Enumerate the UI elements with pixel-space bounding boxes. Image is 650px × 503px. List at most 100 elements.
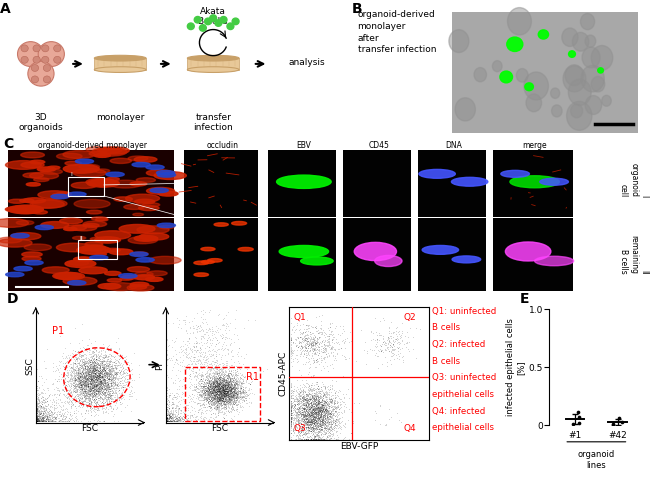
Point (218, 381, 228, 389)
Point (210, 395, 220, 403)
Point (294, 431, 304, 439)
Point (300, 340, 310, 348)
Point (209, 399, 219, 407)
Point (211, 374, 222, 382)
Point (90, 359, 101, 367)
Point (92, 372, 103, 380)
Point (233, 392, 244, 400)
Point (211, 391, 222, 399)
Point (47, 417, 57, 426)
Point (227, 379, 237, 387)
Point (85, 360, 96, 368)
Point (48, 380, 58, 388)
Point (218, 408, 229, 416)
Circle shape (95, 231, 131, 239)
Point (92, 387, 102, 395)
Point (101, 365, 112, 373)
Point (105, 391, 115, 399)
Point (107, 384, 118, 392)
Point (99, 394, 110, 402)
Point (178, 346, 188, 354)
Point (316, 403, 326, 411)
Point (214, 388, 224, 396)
Point (75, 386, 85, 394)
Point (219, 387, 229, 395)
Point (48, 412, 58, 420)
Point (85, 387, 96, 395)
Point (309, 405, 319, 413)
Point (214, 390, 224, 398)
Point (220, 380, 231, 388)
Point (211, 399, 222, 407)
Point (218, 390, 228, 398)
Point (205, 388, 215, 396)
Point (81, 372, 91, 380)
Point (78, 383, 88, 391)
Point (311, 339, 321, 347)
Point (120, 372, 130, 380)
Point (322, 418, 333, 426)
Point (222, 378, 233, 386)
Point (73, 359, 84, 367)
Point (318, 421, 328, 429)
Point (204, 386, 214, 394)
Point (385, 339, 396, 347)
Point (335, 344, 346, 352)
Point (298, 360, 308, 368)
Point (293, 397, 304, 405)
Point (294, 339, 304, 347)
Point (80, 365, 90, 373)
Point (227, 402, 237, 410)
Point (218, 410, 229, 418)
Point (102, 399, 112, 407)
Point (293, 397, 304, 405)
Point (223, 393, 233, 401)
Point (98, 367, 109, 375)
Point (90, 405, 101, 413)
Point (318, 382, 329, 390)
Point (89, 383, 99, 391)
Point (209, 384, 220, 392)
Point (68, 367, 78, 375)
Point (90, 387, 101, 395)
Point (172, 416, 182, 425)
Point (210, 380, 220, 388)
Point (89, 381, 99, 389)
Point (195, 376, 205, 384)
Point (311, 431, 322, 439)
Point (182, 416, 192, 424)
Point (202, 393, 212, 401)
Point (341, 390, 352, 398)
Point (174, 377, 184, 385)
Point (104, 375, 114, 383)
Point (95, 352, 105, 360)
Point (295, 429, 306, 437)
Point (200, 382, 211, 390)
Point (57, 417, 68, 426)
Point (78, 380, 88, 388)
Point (313, 403, 324, 411)
Point (321, 341, 332, 349)
Point (205, 396, 216, 404)
Point (202, 380, 213, 388)
Point (334, 405, 345, 413)
Point (96, 376, 107, 384)
Point (216, 392, 226, 400)
Point (86, 360, 96, 368)
Point (225, 394, 235, 402)
Point (211, 388, 222, 396)
Point (225, 390, 235, 398)
Point (32, 417, 42, 426)
Point (293, 418, 304, 427)
Point (86, 377, 96, 385)
Circle shape (200, 25, 206, 31)
Point (218, 376, 228, 384)
Point (305, 425, 315, 433)
Point (111, 373, 122, 381)
Point (316, 406, 326, 414)
Point (326, 420, 337, 428)
Point (179, 390, 190, 398)
Point (323, 324, 333, 332)
Point (207, 393, 217, 401)
Point (226, 341, 236, 349)
